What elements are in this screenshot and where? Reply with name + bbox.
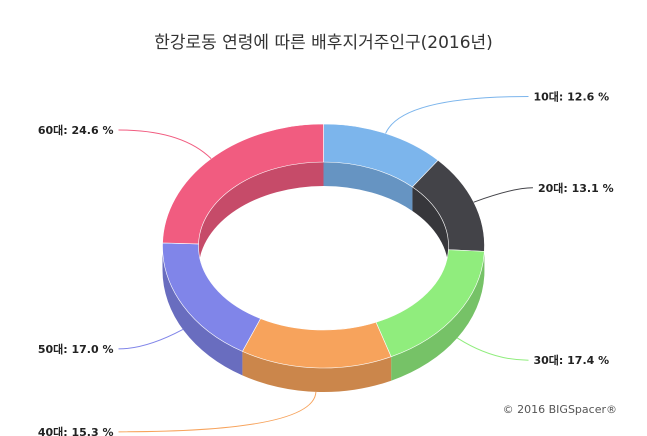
outer-wall-40대 [242,351,392,392]
inner-wall-20대 [412,186,449,270]
donut-tops [162,123,485,369]
chart-title: 한강로동 연령에 따른 배후지거주인구(2016년) [154,33,493,53]
connector-10대 [385,96,529,134]
data-label-60대: 60대: 24.6 % [38,123,114,137]
data-labels: 10대: 12.6 % 20대: 13.1 % 30대: 17.4 % 40대: 15… [38,90,614,436]
data-label-20대: 20대: 13.1 % [538,181,614,195]
data-label-40대: 40대: 15.3 % [38,425,114,436]
slice-60대 [162,123,324,245]
connector-50대 [118,329,184,350]
connector-40대 [118,391,317,433]
data-label-30대: 30대: 17.4 % [534,353,610,367]
inner-wall-60대 [198,162,324,268]
data-label-50대: 50대: 17.0 % [38,342,114,356]
donut-sides [162,162,485,392]
inner-wall-10대 [323,162,413,211]
outer-wall-30대 [391,251,485,381]
outer-wall-50대 [162,246,243,376]
credit-text: © 2016 BIGSpacer® [502,403,617,416]
connector-20대 [473,187,533,203]
connector-60대 [118,129,212,160]
label-connectors [118,96,533,433]
connector-30대 [456,337,529,361]
data-label-10대: 10대: 12.6 % [534,90,610,104]
